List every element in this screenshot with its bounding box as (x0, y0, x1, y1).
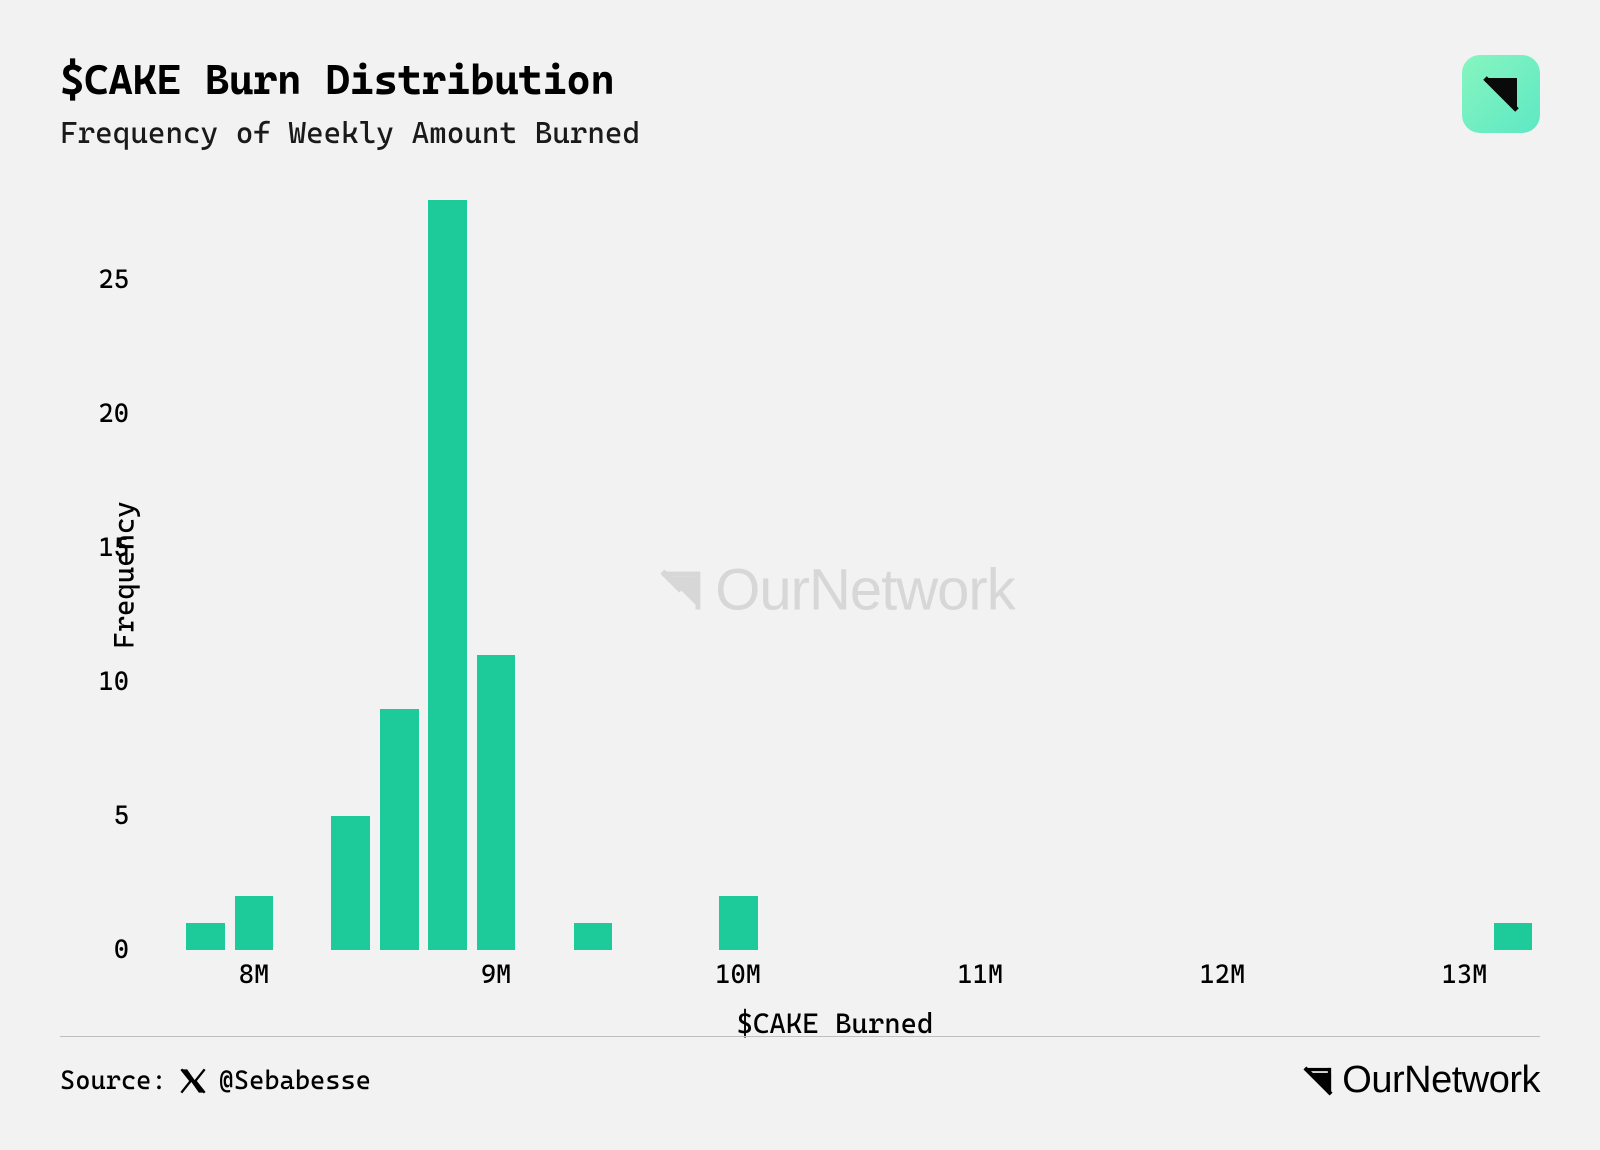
x-tick-label: 11M (957, 960, 1003, 990)
footer-brand: OurNetwork (1300, 1059, 1540, 1102)
histogram-bar (186, 923, 225, 950)
source-attribution: Source: @Sebabesse (60, 1066, 371, 1096)
y-axis-label: Frequency (107, 501, 140, 649)
x-tick-label: 9M (481, 960, 511, 990)
histogram-bar (380, 709, 419, 950)
x-tick-label: 13M (1442, 960, 1488, 990)
footer-arrow-icon (1300, 1063, 1336, 1099)
y-tick-label: 25 (99, 265, 129, 295)
chart-title: $CAKE Burn Distribution (60, 55, 640, 104)
histogram-bar (331, 816, 370, 950)
x-tick-label: 10M (715, 960, 761, 990)
y-tick-label: 5 (114, 801, 129, 831)
title-block: $CAKE Burn Distribution Frequency of Wee… (60, 55, 640, 151)
y-tick-label: 15 (99, 533, 129, 563)
histogram-bar (235, 896, 274, 950)
header: $CAKE Burn Distribution Frequency of Wee… (60, 55, 1540, 151)
histogram-bar (477, 655, 516, 950)
footer: Source: @Sebabesse OurNetwork (60, 1036, 1540, 1102)
footer-brand-text: OurNetwork (1342, 1059, 1540, 1102)
x-tick-label: 12M (1200, 960, 1246, 990)
watermark-arrow-icon (655, 564, 707, 616)
source-label: Source: (60, 1066, 167, 1096)
histogram-bar (719, 896, 758, 950)
arrow-icon (1479, 72, 1523, 116)
histogram-bar (574, 923, 613, 950)
y-tick-label: 20 (99, 399, 129, 429)
y-tick-label: 10 (99, 667, 129, 697)
histogram-chart: OurNetwork Frequency $CAKE Burned 051015… (145, 200, 1525, 950)
histogram-bar (428, 200, 467, 950)
x-twitter-icon (179, 1067, 207, 1095)
x-tick-label: 8M (239, 960, 269, 990)
y-tick-label: 0 (114, 935, 129, 965)
histogram-bar (1494, 923, 1533, 950)
chart-subtitle: Frequency of Weekly Amount Burned (60, 116, 640, 151)
watermark-text: OurNetwork (715, 557, 1014, 624)
watermark: OurNetwork (655, 557, 1014, 624)
source-handle: @Sebabesse (219, 1066, 371, 1096)
brand-badge-icon (1462, 55, 1540, 133)
